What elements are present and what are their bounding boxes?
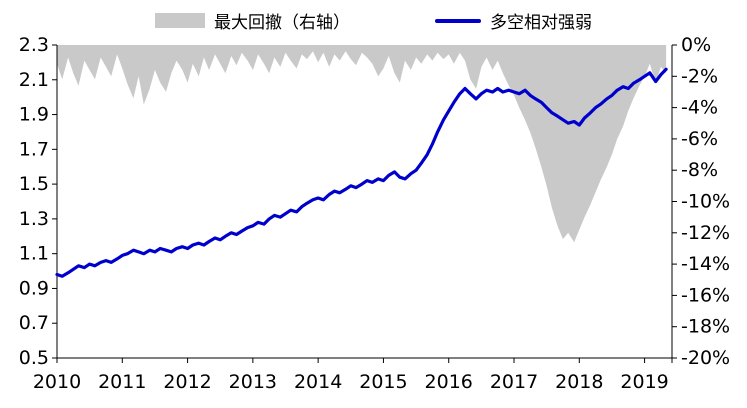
- right-axis-label: -2%: [681, 65, 718, 87]
- x-axis-label: 2010: [33, 371, 81, 393]
- left-axis-label: 1.9: [19, 104, 49, 126]
- strength-legend-label: 多空相对强弱: [490, 13, 592, 33]
- right-axis-label: -18%: [681, 316, 730, 338]
- legend-item-drawdown: 最大回撤（右轴）: [155, 8, 350, 33]
- x-axis-label: 2015: [359, 371, 407, 393]
- left-axis-label: 1.7: [19, 138, 49, 160]
- strength-line: [55, 67, 668, 278]
- drawdown-legend-label: 最大回撤（右轴）: [214, 13, 350, 33]
- left-axis-label: 0.5: [19, 347, 49, 369]
- right-axis-label: -16%: [681, 284, 730, 306]
- right-axis-label: -6%: [681, 128, 718, 150]
- x-axis-label: 2018: [555, 371, 603, 393]
- left-axis-label: 1.1: [19, 243, 49, 265]
- left-axis-label: 0.9: [19, 277, 49, 299]
- legend-item-strength: 多空相对强弱: [435, 8, 592, 33]
- right-axis-label: -12%: [681, 222, 730, 244]
- x-axis-label: 2013: [229, 371, 277, 393]
- x-axis-label: 2012: [163, 371, 211, 393]
- drawdown-area: [57, 45, 667, 243]
- right-axis-label: -14%: [681, 253, 730, 275]
- x-axis-label: 2014: [294, 371, 342, 393]
- strength-line-swatch: [435, 18, 481, 23]
- left-axis-label: 1.3: [19, 208, 49, 230]
- right-axis-label: -8%: [681, 159, 718, 181]
- chart-legend: 最大回撤（右轴） 多空相对强弱: [0, 8, 747, 33]
- right-axis-label: -10%: [681, 191, 730, 213]
- right-axis-label: 0%: [681, 34, 711, 56]
- left-axis-label: 0.7: [19, 312, 49, 334]
- left-axis-label: 1.5: [19, 173, 49, 195]
- x-axis-label: 2011: [98, 371, 146, 393]
- right-axis-label: -4%: [681, 97, 718, 119]
- x-axis-label: 2017: [490, 371, 538, 393]
- left-axis-label: 2.3: [19, 34, 49, 56]
- left-axis-label: 2.1: [19, 69, 49, 91]
- drawdown-area-swatch: [155, 13, 205, 28]
- x-axis-label: 2019: [620, 371, 668, 393]
- right-axis-label: -20%: [681, 347, 730, 369]
- x-axis-label: 2016: [425, 371, 473, 393]
